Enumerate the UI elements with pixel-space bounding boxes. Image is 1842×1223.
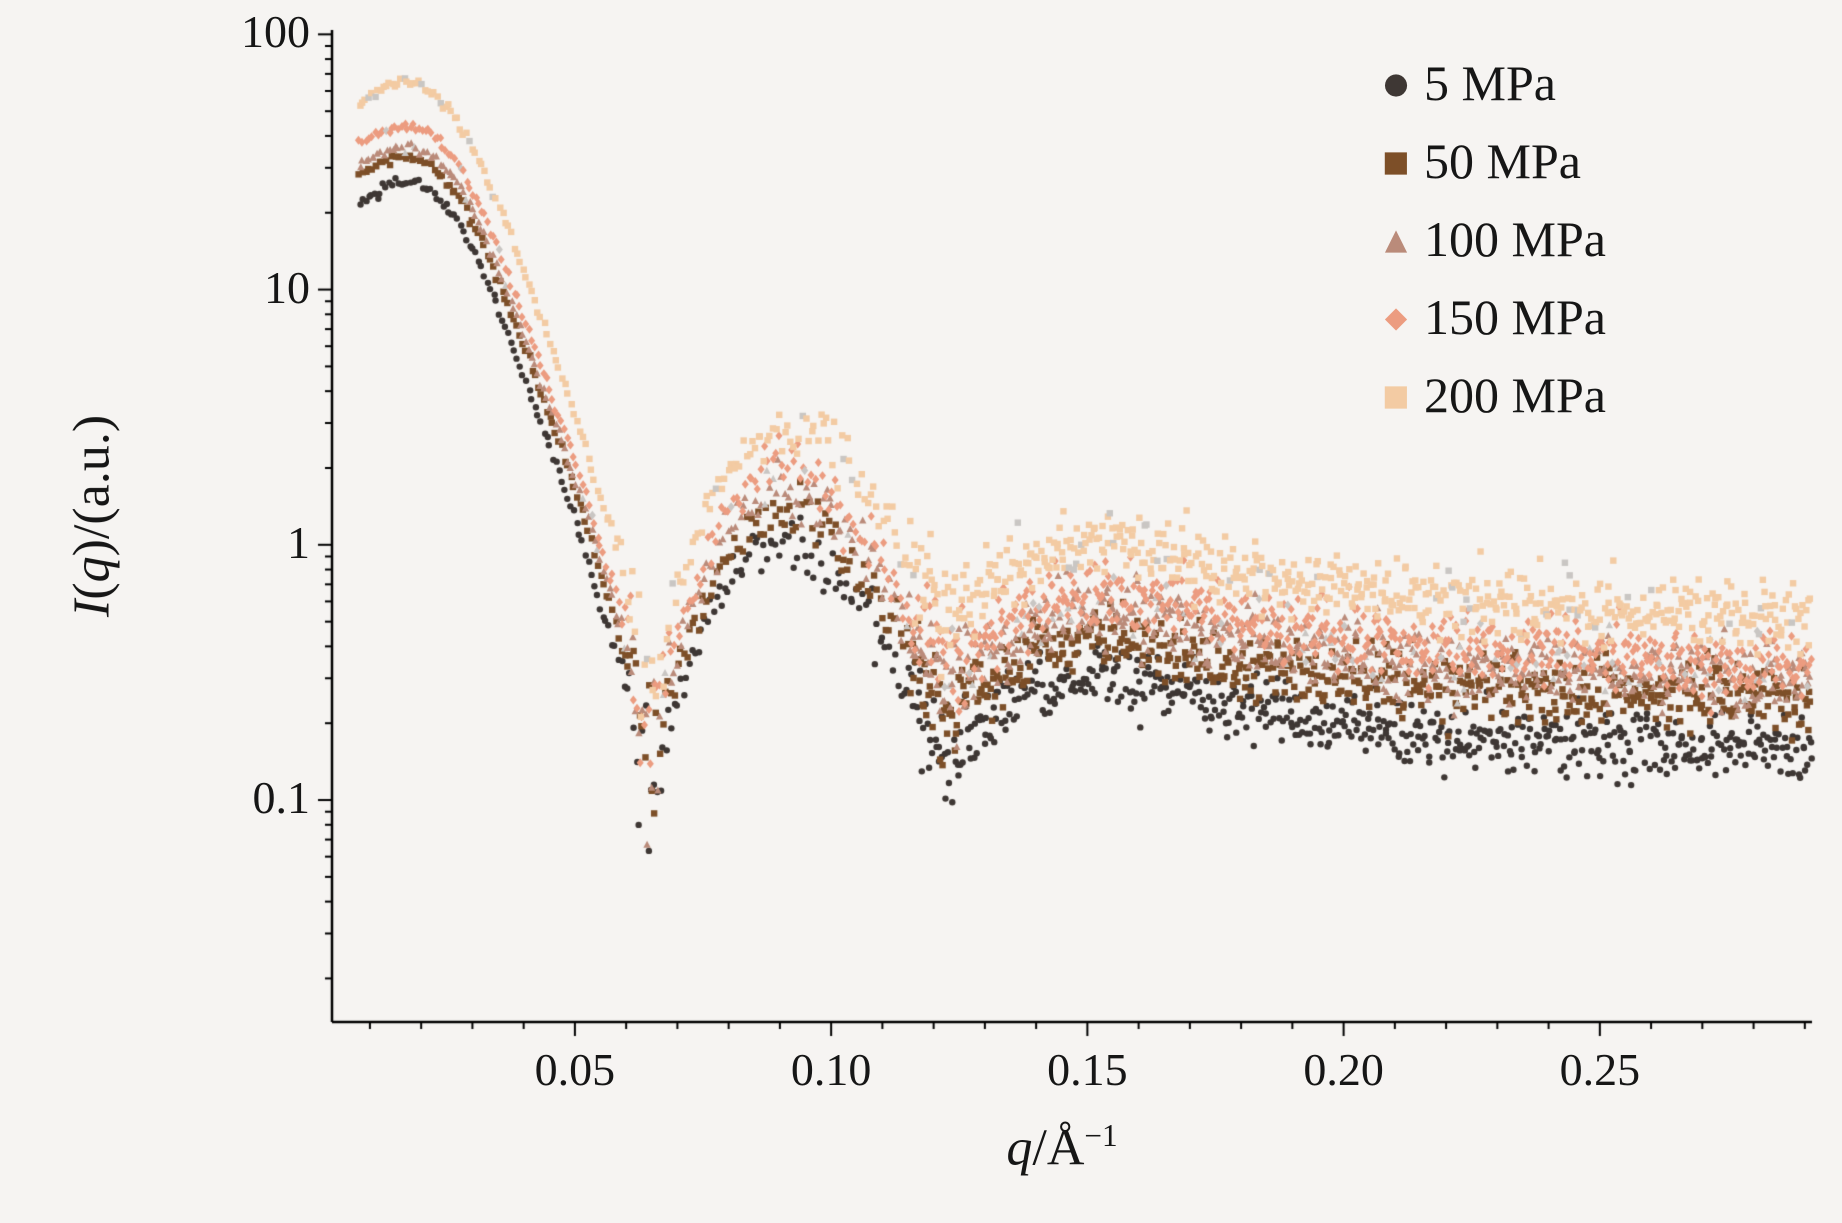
x-axis-label: q/Å−1 [1006,1118,1118,1177]
legend-item-label: 5 MPa [1424,55,1556,111]
legend-item: ▲ 100 MPa [1372,200,1606,278]
x-tick-label: 0.15 [1047,1044,1128,1095]
legend-marker-circle-icon: ● [1383,65,1409,100]
x-tick-label: 0.25 [1559,1044,1641,1095]
legend-item-label: 100 MPa [1424,211,1606,267]
y-tick-label: 0.1 [252,772,311,824]
y-tick-label: 1 [287,516,310,568]
x-tick-label: 0.10 [790,1044,872,1095]
legend-item-label: 200 MPa [1424,367,1606,423]
x-tick-label: 0.05 [534,1044,616,1095]
y-tick-label: 10 [264,261,310,313]
legend-marker-square-icon: ■ [1382,143,1410,178]
legend-item-label: 50 MPa [1424,133,1581,189]
y-axis-label: I(q)/(a.u.) [63,414,121,618]
legend-item: ● 5 MPa [1372,44,1606,122]
legend-item: ◆ 150 MPa [1372,278,1606,356]
legend-marker-triangle-icon: ▲ [1384,221,1408,256]
legend-marker-square-icon: ■ [1382,377,1410,412]
legend-item-label: 150 MPa [1424,289,1606,345]
legend-marker-diamond-icon: ◆ [1384,299,1408,334]
legend: ● 5 MPa ■ 50 MPa ▲ 100 MPa ◆ 150 MPa ■ 2… [1372,44,1606,434]
legend-item: ■ 50 MPa [1372,122,1606,200]
legend-item: ■ 200 MPa [1372,356,1606,434]
x-tick-label: 0.20 [1303,1044,1384,1095]
y-tick-label: 100 [241,6,310,58]
